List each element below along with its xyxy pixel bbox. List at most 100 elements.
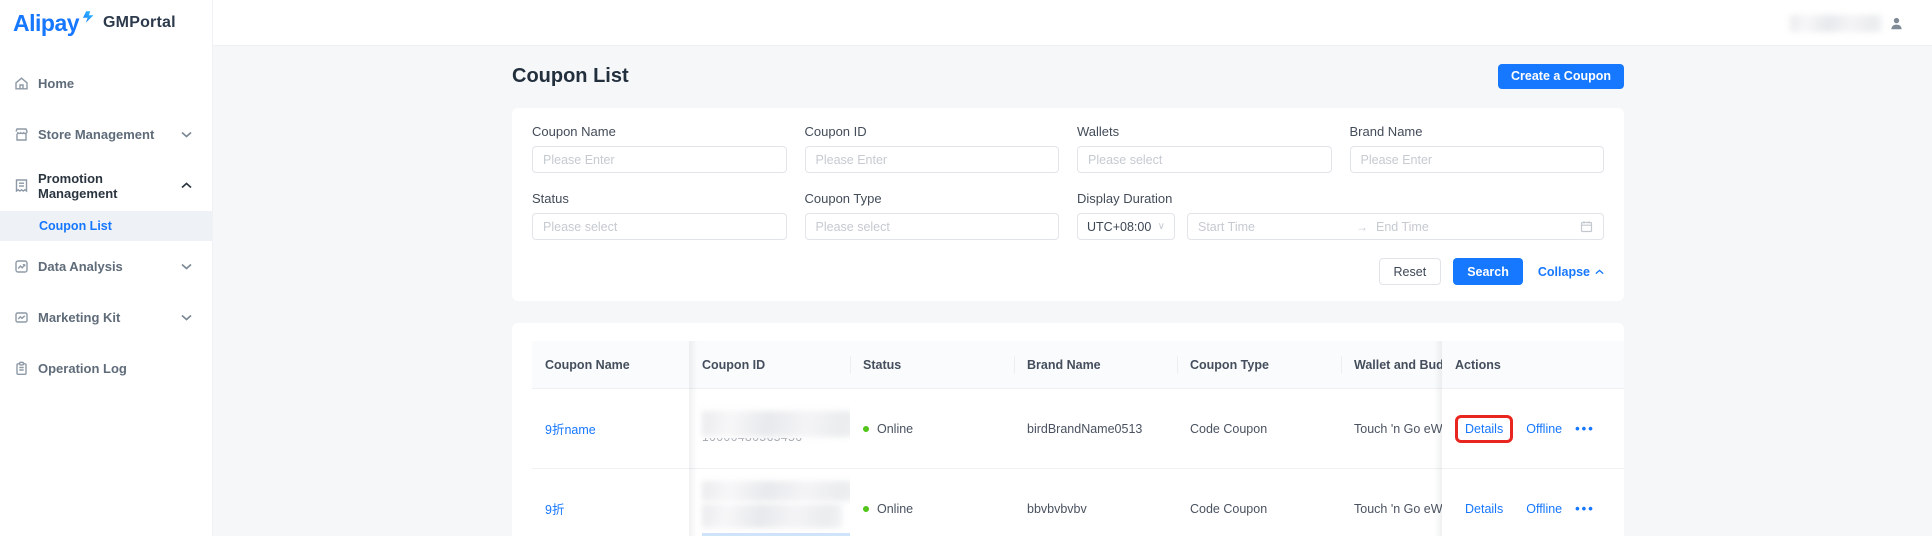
annotation-spacer: Details bbox=[1455, 495, 1513, 523]
coupon-name-input[interactable] bbox=[532, 146, 787, 173]
sidebar-item-store-management[interactable]: Store Management bbox=[0, 109, 212, 160]
wallet-cell: Touch 'n Go eWa bbox=[1354, 421, 1442, 436]
calendar-icon bbox=[1580, 221, 1593, 233]
date-range-picker[interactable]: Start Time → End Time bbox=[1187, 213, 1604, 240]
brand-logo: Alipay GMPortal bbox=[0, 0, 212, 46]
coupon-id-redacted bbox=[702, 481, 850, 536]
filter-field-status: Status bbox=[532, 191, 787, 240]
column-header-brand-name: Brand Name bbox=[1014, 341, 1177, 388]
person-icon[interactable] bbox=[1889, 16, 1904, 31]
table-row: 9折 Online bbox=[532, 469, 1624, 536]
filter-field-coupon-name: Coupon Name bbox=[532, 124, 787, 173]
page-title: Coupon List bbox=[512, 64, 629, 87]
details-link[interactable]: Details bbox=[1465, 501, 1504, 516]
column-header-wallet-budget: Wallet and Budg bbox=[1341, 341, 1442, 388]
sidebar-item-label: Promotion Management bbox=[38, 170, 118, 201]
coupon-id-partial-text: 10000480565456 bbox=[702, 438, 822, 446]
details-link[interactable]: Details bbox=[1465, 421, 1504, 436]
plus-star-icon bbox=[80, 9, 96, 30]
filter-field-coupon-type: Coupon Type bbox=[804, 191, 1059, 240]
sidebar-item-promotion-management[interactable]: Promotion Management bbox=[0, 160, 212, 211]
coupon-type-cell: Code Coupon bbox=[1190, 421, 1268, 436]
redaction-blur-block bbox=[702, 411, 850, 437]
column-header-coupon-id: Coupon ID bbox=[702, 357, 766, 372]
redaction-blur-block bbox=[702, 481, 850, 501]
status-select[interactable] bbox=[532, 213, 787, 240]
field-label: Status bbox=[532, 191, 569, 206]
coupon-name-link[interactable]: 9折 bbox=[545, 503, 565, 517]
column-header-coupon-type: Coupon Type bbox=[1177, 341, 1341, 388]
field-label: Coupon Type bbox=[804, 191, 882, 206]
alipay-logo-text: Alipay bbox=[13, 9, 80, 36]
coupon-name-link[interactable]: 9折name bbox=[545, 423, 596, 437]
search-button[interactable]: Search bbox=[1453, 258, 1523, 285]
offline-link[interactable]: Offline bbox=[1526, 501, 1563, 516]
redaction-artifact-line bbox=[702, 533, 850, 536]
coupon-table-panel: Coupon Name Coupon ID Status Brand Name … bbox=[512, 323, 1624, 536]
field-label: Display Duration bbox=[1077, 191, 1173, 206]
user-area[interactable] bbox=[1790, 0, 1904, 46]
table-header-row: Coupon Name Coupon ID Status Brand Name … bbox=[532, 341, 1624, 389]
column-header-actions: Actions bbox=[1442, 341, 1624, 388]
column-header-status: Status bbox=[850, 341, 1014, 388]
coupon-ticket-icon bbox=[13, 178, 29, 194]
filter-panel: Coupon Name Coupon ID Wallets Brand bbox=[512, 108, 1624, 301]
filter-field-wallets: Wallets bbox=[1077, 124, 1332, 173]
sidebar-item-home[interactable]: Home bbox=[0, 58, 212, 109]
clipboard-icon bbox=[13, 361, 29, 377]
sidebar-item-operation-log[interactable]: Operation Log bbox=[0, 343, 212, 394]
collapse-toggle[interactable]: Collapse bbox=[1538, 265, 1604, 279]
coupon-type-select[interactable] bbox=[804, 213, 1059, 240]
chevron-down-icon: ∨ bbox=[1157, 221, 1165, 232]
sidebar-nav: Home Store Management Promotion Manageme… bbox=[0, 46, 212, 394]
sidebar-subitem-coupon-list[interactable]: Coupon List bbox=[0, 211, 212, 241]
sidebar-item-label: Home bbox=[38, 76, 75, 91]
filter-field-coupon-id: Coupon ID bbox=[804, 124, 1059, 173]
field-label: Brand Name bbox=[1349, 124, 1423, 139]
end-time-placeholder: End Time bbox=[1376, 219, 1429, 234]
brand-name-input[interactable] bbox=[1349, 146, 1604, 173]
status-online-dot bbox=[863, 425, 869, 432]
timezone-select[interactable]: UTC+08:00 ∨ bbox=[1077, 213, 1175, 240]
coupon-id-redacted: 10000480565456 bbox=[702, 411, 850, 446]
home-icon bbox=[13, 76, 29, 92]
redaction-blur-block bbox=[702, 504, 842, 528]
status-text: Online bbox=[877, 421, 914, 436]
chevron-down-icon bbox=[181, 314, 192, 321]
chevron-down-icon bbox=[181, 263, 192, 270]
filter-field-brand-name: Brand Name bbox=[1349, 124, 1604, 173]
main-area: Coupon List Create a Coupon Coupon Name … bbox=[213, 0, 1932, 536]
sidebar: Alipay GMPortal Home Store Management bbox=[0, 0, 213, 536]
coupon-id-input[interactable] bbox=[804, 146, 1059, 173]
coupon-type-cell: Code Coupon bbox=[1190, 501, 1268, 516]
status-online-dot bbox=[863, 505, 869, 512]
field-label: Wallets bbox=[1077, 124, 1120, 139]
more-actions-icon[interactable]: ••• bbox=[1575, 501, 1595, 516]
sidebar-item-marketing-kit[interactable]: Marketing Kit bbox=[0, 292, 212, 343]
sidebar-subitem-label: Coupon List bbox=[39, 219, 112, 233]
sidebar-item-data-analysis[interactable]: Data Analysis bbox=[0, 241, 212, 292]
collapse-label: Collapse bbox=[1537, 264, 1590, 279]
wallet-cell: Touch 'n Go eWa bbox=[1354, 501, 1442, 516]
column-header-coupon-name: Coupon Name bbox=[545, 357, 630, 372]
field-label: Coupon ID bbox=[804, 124, 867, 139]
create-coupon-button[interactable]: Create a Coupon bbox=[1497, 63, 1624, 89]
product-name: GMPortal bbox=[103, 14, 176, 31]
page-content: Coupon List Create a Coupon Coupon Name … bbox=[213, 46, 1624, 536]
brand-name-cell: birdBrandName0513 bbox=[1027, 421, 1143, 436]
marketing-chart-icon bbox=[13, 310, 29, 326]
sidebar-item-label: Marketing Kit bbox=[38, 310, 121, 325]
page-header: Coupon List Create a Coupon bbox=[512, 62, 1624, 90]
data-chart-icon bbox=[13, 259, 29, 275]
coupon-table: Coupon Name Coupon ID Status Brand Name … bbox=[532, 341, 1624, 536]
range-arrow-icon: → bbox=[1356, 219, 1368, 234]
more-actions-icon[interactable]: ••• bbox=[1575, 421, 1595, 436]
store-icon bbox=[13, 127, 29, 143]
reset-button[interactable]: Reset bbox=[1378, 258, 1442, 285]
chevron-up-icon bbox=[1595, 268, 1604, 274]
wallets-select[interactable] bbox=[1077, 146, 1332, 173]
offline-link[interactable]: Offline bbox=[1526, 421, 1563, 436]
topbar bbox=[213, 0, 1932, 46]
annotation-highlight-box: Details bbox=[1455, 414, 1514, 443]
